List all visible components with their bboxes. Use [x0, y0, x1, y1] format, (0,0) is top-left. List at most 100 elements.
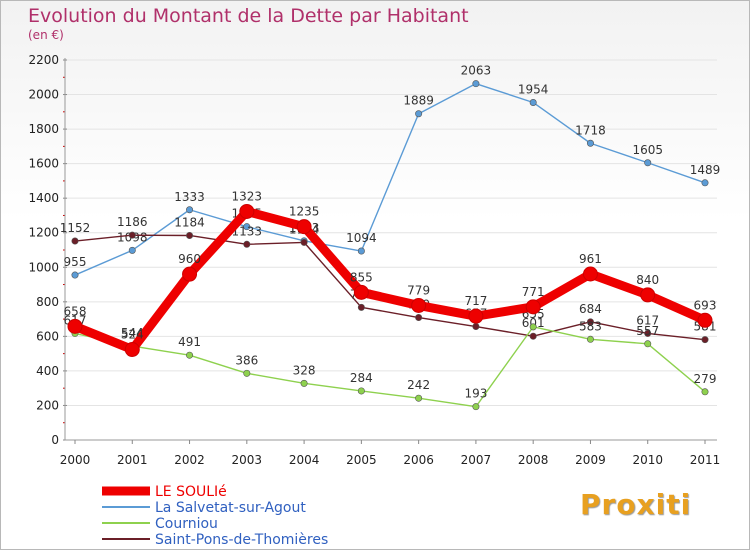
data-label: 658 — [64, 304, 87, 318]
data-label: 771 — [522, 285, 545, 299]
data-point — [415, 314, 423, 322]
y-tick-label-400: 400 — [36, 364, 59, 378]
data-point — [415, 394, 423, 402]
data-point — [586, 335, 594, 343]
data-point — [357, 387, 365, 395]
series-line — [74, 82, 706, 276]
data-label: 1094 — [346, 231, 377, 245]
grid — [65, 59, 717, 441]
data-label: 1489 — [690, 163, 721, 177]
data-label: 1323 — [232, 189, 263, 203]
data-label: 1605 — [632, 143, 663, 157]
y-tick-label-2000: 2000 — [28, 88, 59, 102]
data-label: 779 — [407, 283, 430, 297]
data-point — [124, 341, 140, 357]
data-point — [128, 246, 136, 254]
data-label: 242 — [407, 378, 430, 392]
series-saint-pons-de-thomi-res: 1152118611841133114476870965760168461758… — [60, 215, 716, 344]
series-courniou: 617544491386328284242193655583557279 — [64, 307, 717, 411]
x-tick-label-2006: 2006 — [403, 453, 434, 467]
data-point — [239, 203, 255, 219]
legend-item-3: Saint-Pons-de-Thomières — [102, 532, 328, 548]
data-label: 328 — [293, 363, 316, 377]
data-point — [640, 287, 656, 303]
data-point — [529, 323, 537, 331]
data-label: 557 — [636, 324, 659, 338]
data-label: 961 — [579, 252, 602, 266]
y-tick-label-1400: 1400 — [28, 191, 59, 205]
data-label: 617 — [636, 313, 659, 327]
y-tick-label-0: 0 — [51, 433, 59, 447]
data-point — [296, 219, 312, 235]
data-point — [701, 336, 709, 344]
data-point — [472, 80, 480, 88]
data-point — [186, 231, 194, 239]
y-tick-label-1600: 1600 — [28, 157, 59, 171]
data-label: 1889 — [403, 94, 434, 108]
data-label: 1718 — [575, 123, 606, 137]
data-point — [472, 403, 480, 411]
y-tick-label-600: 600 — [36, 329, 59, 343]
data-point — [357, 247, 365, 255]
data-label: 491 — [178, 335, 201, 349]
x-tick-label-2007: 2007 — [461, 453, 492, 467]
axes: 0 200 400 600 800 1000 1200 1400 1600 1800 2000 220… — [28, 53, 720, 467]
data-label: 524 — [121, 327, 144, 341]
data-label: 693 — [694, 298, 717, 312]
data-point — [415, 110, 423, 118]
x-tick-label-2000: 2000 — [60, 453, 91, 467]
x-tick-label-2011: 2011 — [690, 453, 721, 467]
data-label: 855 — [350, 270, 373, 284]
legend-item-2: Courniou — [102, 516, 218, 532]
data-label: 279 — [694, 372, 717, 386]
data-point — [186, 351, 194, 359]
data-point — [529, 98, 537, 106]
y-tick-label-800: 800 — [36, 295, 59, 309]
data-point — [353, 284, 369, 300]
data-label: 960 — [178, 252, 201, 266]
data-point — [128, 231, 136, 239]
series-line — [74, 326, 706, 408]
x-tick-label-2001: 2001 — [117, 453, 148, 467]
data-label: 955 — [64, 255, 87, 269]
data-point — [582, 266, 598, 282]
data-point — [186, 206, 194, 214]
legend-label: Saint-Pons-de-Thomières — [155, 532, 328, 548]
data-point — [525, 299, 541, 315]
data-label: 193 — [464, 387, 487, 401]
y-tick-label-200: 200 — [36, 398, 59, 412]
x-tick-label-2009: 2009 — [575, 453, 606, 467]
series-line — [74, 234, 706, 341]
data-label: 386 — [235, 353, 258, 367]
data-label: 1184 — [174, 215, 205, 229]
x-tick-label-2005: 2005 — [346, 453, 377, 467]
data-point — [586, 139, 594, 147]
data-point — [243, 369, 251, 377]
data-label: 1954 — [518, 82, 549, 96]
data-point — [468, 308, 484, 324]
data-label: 1235 — [289, 205, 320, 219]
data-point — [644, 329, 652, 337]
x-tick-label-2004: 2004 — [289, 453, 320, 467]
y-tick-label-2200: 2200 — [28, 53, 59, 67]
data-point — [300, 379, 308, 387]
data-label: 717 — [464, 294, 487, 308]
chart-subtitle: (en €) — [28, 28, 64, 42]
data-point — [697, 312, 713, 328]
data-point — [586, 318, 594, 326]
data-label: 1333 — [174, 190, 205, 204]
data-point — [71, 271, 79, 279]
data-label: 1152 — [60, 221, 91, 235]
data-label: 601 — [522, 316, 545, 330]
legend-label: Courniou — [155, 516, 218, 532]
data-point — [67, 318, 83, 334]
y-tick-label-1200: 1200 — [28, 226, 59, 240]
data-point — [644, 159, 652, 167]
data-point — [644, 340, 652, 348]
series-le-souli-: 658 524 960 1323 1235 855 779 717 771 961 840 693 — [64, 189, 717, 357]
data-point — [357, 303, 365, 311]
data-label: 284 — [350, 371, 373, 385]
chart-title: Evolution du Montant de la Dette par Hab… — [28, 5, 469, 27]
